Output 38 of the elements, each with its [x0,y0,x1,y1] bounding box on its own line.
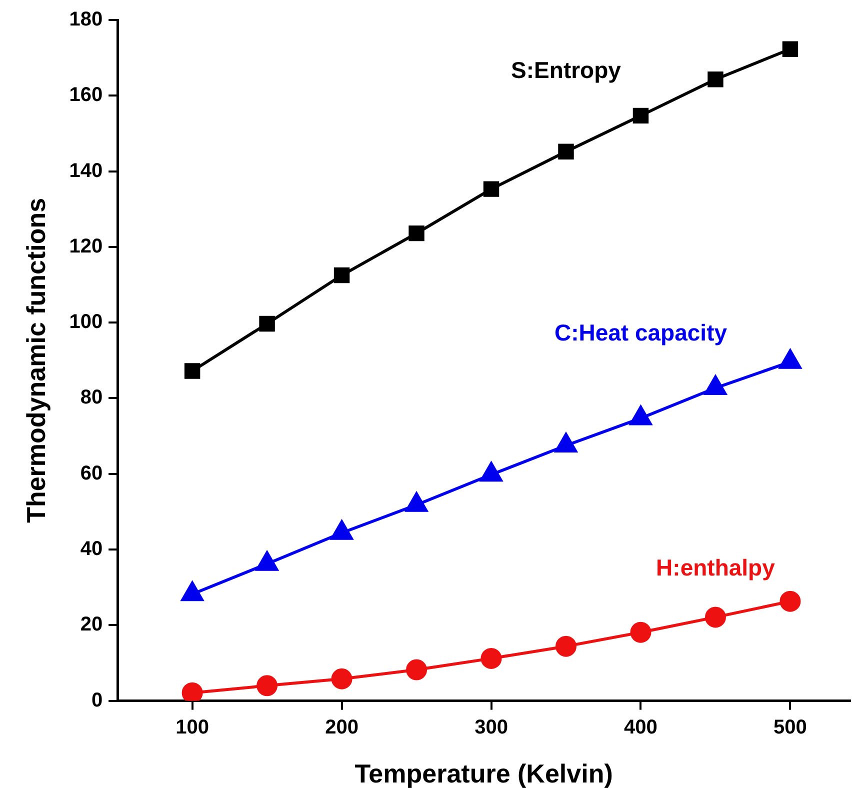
x-tick-label: 300 [474,716,508,738]
point [406,659,428,680]
point [708,72,724,88]
series-label: S:Entropy [511,56,622,83]
point [782,41,798,57]
point [256,675,278,696]
x-axis-title: Temperature (Kelvin) [354,758,613,789]
x-tick-label: 500 [774,716,807,738]
point [334,267,350,284]
y-axis-title: Thermodynamic functions [20,198,51,523]
y-tick-label: 0 [91,689,103,712]
series-label: H:enthalpy [656,554,776,581]
point [555,636,576,657]
point [182,682,203,701]
point [780,590,801,612]
point [558,144,574,160]
x-tick-label: 100 [176,716,209,738]
y-tick-label: 140 [69,160,103,182]
point [704,606,726,628]
y-tick-label: 100 [69,311,103,334]
y-tick-label: 160 [69,84,103,106]
point [259,316,275,332]
series-label: C:Heat capacity [554,320,728,346]
point [184,363,200,379]
y-tick-label: 60 [80,462,103,484]
point [408,225,424,242]
point [331,668,352,690]
point [483,181,500,197]
y-tick-label: 120 [69,235,103,258]
point [630,622,652,643]
y-tick-label: 80 [80,386,103,409]
y-tick-label: 20 [80,614,103,636]
x-tick-label: 200 [325,716,358,738]
point [632,108,649,124]
y-tick-label: 180 [69,8,103,31]
x-tick-label: 400 [624,716,658,738]
y-tick-label: 40 [80,538,103,560]
point [480,648,502,669]
